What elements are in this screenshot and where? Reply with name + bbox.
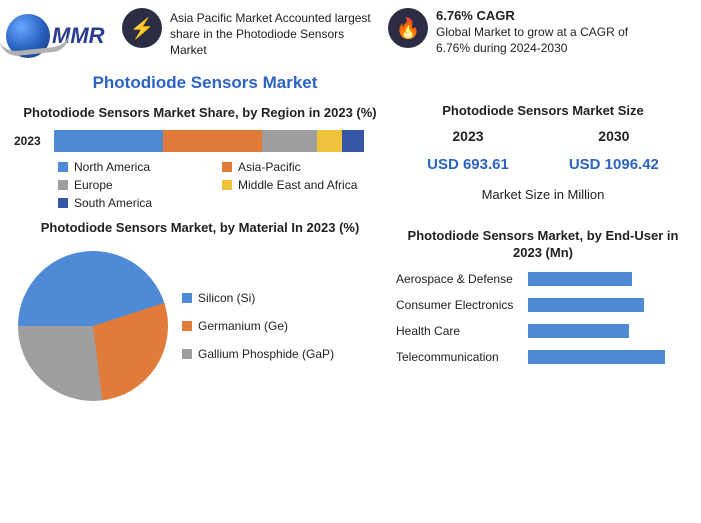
size-value: USD 693.61 [427,156,509,173]
cagr-title: 6.76% CAGR [436,8,646,23]
hbar-track [528,272,683,286]
cagr-text: Global Market to grow at a CAGR of 6.76%… [436,25,646,56]
market-size-block: Photodiode Sensors Market Size 2023 USD 6… [396,101,690,202]
legend-swatch [58,162,68,172]
right-column: Photodiode Sensors Market Size 2023 USD 6… [390,101,690,401]
legend-item: Middle East and Africa [222,178,386,192]
stacked-segment [342,130,364,152]
pie-legend: Silicon (Si) Germanium (Ge) Gallium Phosph… [182,291,334,361]
flame-icon: 🔥 [388,8,428,48]
hbar-chart: Photodiode Sensors Market, by End-User i… [396,228,690,364]
legend-swatch [222,180,232,190]
legend-label: South America [74,196,152,210]
hbar-label: Consumer Electronics [396,298,528,312]
stacked-segment [163,130,262,152]
hbar-row: Aerospace & Defense [396,272,690,286]
legend-swatch [182,293,192,303]
legend-item: Asia-Pacific [222,160,386,174]
stacked-year-label: 2023 [14,134,54,148]
size-year: 2030 [569,128,659,144]
size-column: 2023 USD 693.61 [427,128,509,173]
stacked-title: Photodiode Sensors Market Share, by Regi… [14,105,386,122]
legend-label: Europe [74,178,113,192]
hbar-fill [528,298,644,312]
size-value: USD 1096.42 [569,156,659,173]
size-column: 2030 USD 1096.42 [569,128,659,173]
legend-swatch [182,349,192,359]
callout-cagr: 🔥 6.76% CAGR Global Market to grow at a … [388,8,648,56]
content: Photodiode Sensors Market Share, by Regi… [0,101,701,401]
legend-label: Germanium (Ge) [198,319,288,333]
cagr-block: 6.76% CAGR Global Market to grow at a CA… [436,8,646,56]
stacked-segment [54,130,163,152]
hbar-fill [528,350,665,364]
hbar-body: Aerospace & Defense Consumer Electronics H… [396,272,690,364]
pie-chart [18,251,168,401]
legend-item: Gallium Phosphide (GaP) [182,347,334,361]
size-unit: Market Size in Million [396,187,690,202]
hbar-row: Consumer Electronics [396,298,690,312]
header: MMR ⚡ Asia Pacific Market Accounted larg… [0,0,701,67]
legend-item: Europe [58,178,222,192]
legend-swatch [182,321,192,331]
legend-label: Asia-Pacific [238,160,301,174]
size-year: 2023 [427,128,509,144]
hbar-row: Telecommunication [396,350,690,364]
hbar-label: Telecommunication [396,350,528,364]
hbar-title: Photodiode Sensors Market, by End-User i… [396,228,690,262]
legend-item: South America [58,196,222,210]
size-columns: 2023 USD 693.61 2030 USD 1096.42 [396,128,690,173]
size-title: Photodiode Sensors Market Size [396,103,690,120]
stacked-segment [262,130,318,152]
legend-swatch [58,198,68,208]
callout-market-share: ⚡ Asia Pacific Market Accounted largest … [122,8,382,59]
hbar-row: Health Care [396,324,690,338]
hbar-label: Aerospace & Defense [396,272,528,286]
stacked-segment [317,130,342,152]
legend-item: North America [58,160,222,174]
legend-label: Silicon (Si) [198,291,255,305]
stacked-legend: North America Asia-Pacific Europe Middle Ea… [14,152,386,210]
pie-title: Photodiode Sensors Market, by Material I… [10,220,390,237]
hbar-fill [528,324,629,338]
legend-item: Silicon (Si) [182,291,334,305]
legend-label: North America [74,160,150,174]
brand-logo: MMR [6,8,116,63]
stacked-bar-chart: Photodiode Sensors Market Share, by Regi… [10,101,390,210]
hbar-label: Health Care [396,324,528,338]
pie-wrap: Silicon (Si) Germanium (Ge) Gallium Phosph… [10,251,390,401]
hbar-track [528,350,683,364]
legend-swatch [58,180,68,190]
hbar-fill [528,272,632,286]
hbar-track [528,324,683,338]
bolt-icon: ⚡ [122,8,162,48]
left-column: Photodiode Sensors Market Share, by Regi… [10,101,390,401]
hbar-track [528,298,683,312]
stacked-bar [54,130,364,152]
callout-text: Asia Pacific Market Accounted largest sh… [170,8,382,59]
legend-item: Germanium (Ge) [182,319,334,333]
main-title: Photodiode Sensors Market [30,67,380,101]
stacked-body: 2023 [14,130,386,152]
pie-chart-section: Photodiode Sensors Market, by Material I… [10,220,390,401]
legend-swatch [222,162,232,172]
legend-label: Middle East and Africa [238,178,357,192]
legend-label: Gallium Phosphide (GaP) [198,347,334,361]
